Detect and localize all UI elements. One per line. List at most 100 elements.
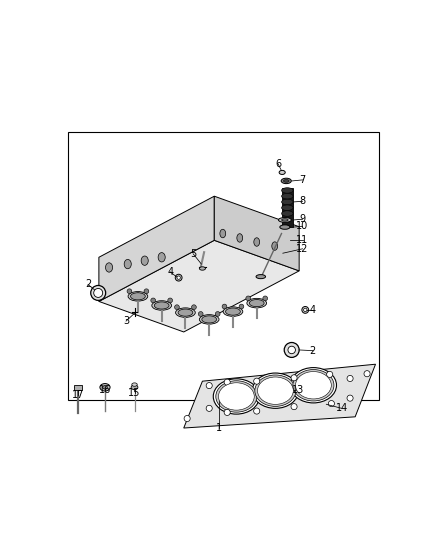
Circle shape — [364, 370, 370, 377]
Polygon shape — [74, 385, 82, 390]
Circle shape — [127, 289, 132, 294]
Ellipse shape — [100, 384, 110, 391]
Circle shape — [91, 286, 106, 301]
Text: 8: 8 — [300, 196, 306, 206]
Text: 4: 4 — [167, 267, 173, 277]
Circle shape — [254, 408, 260, 414]
Circle shape — [304, 308, 307, 312]
Text: 13: 13 — [292, 385, 304, 394]
Circle shape — [291, 375, 297, 381]
Ellipse shape — [282, 199, 293, 205]
Text: 4: 4 — [310, 305, 316, 315]
Bar — [68, 132, 379, 400]
Circle shape — [328, 400, 335, 407]
Ellipse shape — [279, 217, 291, 222]
Ellipse shape — [296, 372, 331, 399]
Circle shape — [184, 415, 190, 422]
Circle shape — [284, 343, 299, 358]
Circle shape — [263, 296, 268, 301]
Ellipse shape — [128, 292, 148, 301]
Text: 12: 12 — [297, 244, 309, 254]
Text: 17: 17 — [72, 390, 84, 400]
Ellipse shape — [152, 301, 172, 310]
Circle shape — [347, 395, 353, 401]
Circle shape — [151, 298, 155, 303]
Text: 11: 11 — [297, 235, 309, 245]
Ellipse shape — [102, 385, 107, 389]
Ellipse shape — [258, 377, 293, 405]
Bar — [282, 188, 293, 227]
Ellipse shape — [158, 253, 165, 262]
Ellipse shape — [199, 267, 205, 270]
Text: 5: 5 — [190, 249, 196, 259]
Ellipse shape — [293, 369, 334, 401]
Circle shape — [206, 405, 212, 411]
Circle shape — [177, 276, 180, 279]
Circle shape — [224, 379, 230, 385]
Text: 3: 3 — [123, 316, 129, 326]
Ellipse shape — [216, 381, 257, 412]
Polygon shape — [184, 364, 375, 428]
Polygon shape — [99, 196, 214, 302]
Circle shape — [347, 375, 353, 382]
Circle shape — [206, 383, 212, 389]
Ellipse shape — [252, 373, 298, 408]
Ellipse shape — [219, 383, 254, 410]
Ellipse shape — [249, 300, 264, 306]
Text: 2: 2 — [310, 345, 316, 356]
Ellipse shape — [282, 205, 293, 211]
Text: 14: 14 — [336, 403, 348, 413]
Ellipse shape — [178, 309, 193, 316]
Circle shape — [239, 304, 244, 309]
Text: 6: 6 — [275, 159, 281, 169]
Ellipse shape — [202, 316, 216, 323]
Ellipse shape — [131, 385, 138, 390]
Ellipse shape — [176, 308, 195, 317]
Text: 10: 10 — [297, 221, 309, 231]
Ellipse shape — [280, 225, 290, 229]
Circle shape — [254, 378, 260, 384]
Ellipse shape — [124, 260, 131, 269]
Circle shape — [222, 304, 227, 309]
Ellipse shape — [256, 274, 265, 279]
Text: 1: 1 — [216, 423, 223, 433]
Polygon shape — [99, 240, 299, 332]
Circle shape — [94, 288, 102, 297]
Ellipse shape — [106, 263, 113, 272]
Circle shape — [327, 372, 333, 377]
Ellipse shape — [255, 375, 296, 406]
Ellipse shape — [223, 307, 243, 317]
Circle shape — [144, 289, 149, 294]
Ellipse shape — [279, 171, 285, 174]
Text: 15: 15 — [128, 388, 141, 398]
Ellipse shape — [247, 298, 267, 308]
Text: 2: 2 — [85, 279, 91, 289]
Ellipse shape — [132, 383, 137, 386]
Circle shape — [291, 403, 297, 410]
Ellipse shape — [141, 256, 148, 265]
Ellipse shape — [226, 308, 240, 315]
Circle shape — [224, 409, 230, 415]
Circle shape — [175, 305, 179, 310]
Ellipse shape — [272, 242, 278, 251]
Ellipse shape — [254, 238, 260, 246]
Ellipse shape — [282, 219, 288, 221]
Circle shape — [175, 274, 182, 281]
Circle shape — [168, 298, 173, 303]
Ellipse shape — [213, 379, 259, 414]
Circle shape — [246, 296, 251, 301]
Ellipse shape — [290, 368, 336, 403]
Circle shape — [198, 312, 203, 317]
Ellipse shape — [199, 314, 219, 324]
Ellipse shape — [281, 178, 291, 184]
Ellipse shape — [282, 211, 293, 216]
Polygon shape — [214, 196, 299, 271]
Ellipse shape — [283, 180, 289, 182]
Circle shape — [191, 305, 196, 310]
Ellipse shape — [282, 193, 293, 199]
Ellipse shape — [154, 302, 169, 309]
Text: 7: 7 — [300, 175, 306, 185]
Text: 9: 9 — [300, 214, 306, 224]
Ellipse shape — [282, 188, 293, 193]
Ellipse shape — [220, 229, 226, 238]
